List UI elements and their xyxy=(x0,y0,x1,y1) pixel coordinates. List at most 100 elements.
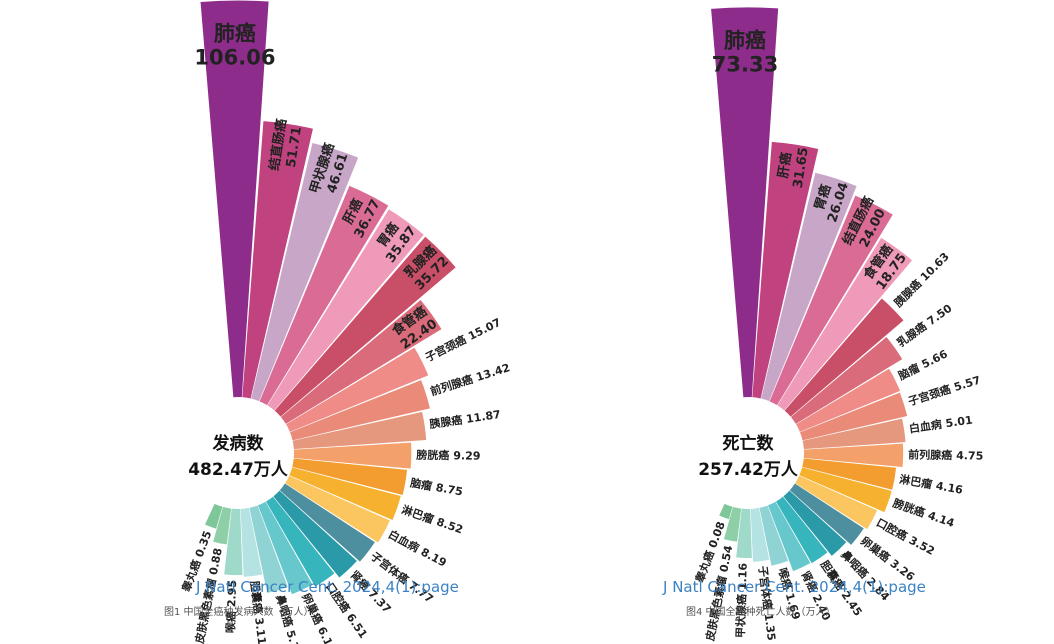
bar-前列腺癌 xyxy=(290,380,430,441)
category-label-鼻咽癌: 鼻咽癌5.10 xyxy=(273,593,304,644)
value-label-膀胱癌: 4.14 xyxy=(926,509,956,530)
value-label-胰腺癌: 11.87 xyxy=(465,408,501,426)
figure-caption-right: 图4 中国全癌种死亡人数（万人） xyxy=(686,607,836,618)
bar-肾癌 xyxy=(767,501,811,572)
category-label-淋巴瘤: 淋巴瘤 4.16 xyxy=(898,472,964,497)
value-label-前列腺癌: 4.75 xyxy=(956,449,983,462)
bar-卵巢癌 xyxy=(257,501,313,595)
value-label-甲状腺癌: 1.16 xyxy=(736,562,750,590)
bar-鼻咽癌 xyxy=(249,505,288,593)
bar-子宫颈癌 xyxy=(800,392,908,441)
value-label-白血病: 8.19 xyxy=(419,545,449,569)
value-label-肺癌: 106.06 xyxy=(194,46,275,70)
center-title: 死亡数 xyxy=(723,433,775,454)
category-label-淋巴瘤: 淋巴瘤8.52 xyxy=(400,502,465,536)
citation-left: J Natl Cancer Cent. 2024,4(1):page xyxy=(196,578,459,596)
value-label-子宫体癌: 1.35 xyxy=(762,613,778,642)
category-label-膀胱癌: 膀胱癌4.14 xyxy=(890,495,956,530)
figure-caption-left: 图1 中国全癌种发病人数（万人） xyxy=(164,607,314,618)
center-value: 482.47万人 xyxy=(188,460,289,480)
bar-白血病 xyxy=(285,475,390,543)
category-label-乳腺癌: 乳腺癌7.50 xyxy=(894,301,955,350)
bar-淋巴瘤 xyxy=(802,458,897,490)
bar-鼻咽癌 xyxy=(783,490,847,556)
bar-乳腺癌 xyxy=(790,336,903,424)
bar-食管癌 xyxy=(280,299,442,424)
bar-前列腺癌 xyxy=(803,443,904,468)
category-label-脑瘤: 脑瘤 8.75 xyxy=(409,475,464,498)
category-label-子宫颈癌: 子宫颈癌5.57 xyxy=(906,373,982,409)
value-label-子宫颈癌: 5.57 xyxy=(952,374,982,395)
bar-食管癌 xyxy=(777,237,912,411)
bar-淋巴瘤 xyxy=(289,467,401,520)
category-label-前列腺癌: 前列腺癌13.42 xyxy=(428,360,511,398)
value-label-肺癌: 73.33 xyxy=(712,52,778,76)
value-label-皮肤黑色素瘤: 0.54 xyxy=(717,544,735,574)
bar-胰腺癌 xyxy=(784,298,904,417)
value-label-乳腺癌: 7.50 xyxy=(925,302,955,329)
bar-胰腺癌 xyxy=(292,411,427,450)
value-label-脑瘤: 8.75 xyxy=(435,481,464,499)
value-label-口腔癌: 6.51 xyxy=(344,611,370,641)
bar-肺癌 xyxy=(200,0,269,398)
category-label-前列腺癌: 前列腺癌 4.75 xyxy=(908,447,983,462)
category-label-白血病: 白血病 5.01 xyxy=(908,412,973,435)
category-label-肝癌: 肝癌 xyxy=(775,151,795,179)
value-label-皮肤黑色素瘤: 0.88 xyxy=(207,547,225,576)
bar-口腔癌 xyxy=(795,475,878,530)
bar-睾丸癌 xyxy=(205,503,223,529)
bar-睾丸癌 xyxy=(719,503,733,520)
bar-胆囊癌 xyxy=(240,507,263,577)
bar-肝癌 xyxy=(259,185,389,406)
bar-皮肤黑色素瘤 xyxy=(723,506,742,542)
value-label-卵巢癌: 6.11 xyxy=(315,625,338,644)
bar-甲状腺癌 xyxy=(251,142,359,402)
bar-膀胱癌 xyxy=(293,442,412,469)
bar-卵巢癌 xyxy=(789,483,864,545)
value-label-喉癌: 2.95 xyxy=(225,580,239,608)
bar-白血病 xyxy=(802,418,906,450)
bar-膀胱癌 xyxy=(799,467,892,513)
bar-甲状腺癌 xyxy=(736,508,752,559)
bar-肺癌 xyxy=(711,7,779,398)
bar-喉癌 xyxy=(759,505,789,566)
center-value: 257.42万人 xyxy=(698,460,799,480)
bar-肾癌 xyxy=(273,490,357,578)
value-label-前列腺癌: 13.42 xyxy=(475,361,512,384)
bar-子宫体癌 xyxy=(279,483,375,562)
value-label-白血病: 5.01 xyxy=(945,413,974,430)
value-label-鼻咽癌: 5.10 xyxy=(283,629,303,644)
bar-喉癌 xyxy=(224,508,243,576)
bar-胃癌 xyxy=(761,172,857,402)
bar-皮肤黑色素瘤 xyxy=(213,506,232,545)
bar-胆囊癌 xyxy=(776,496,828,564)
value-label-胆囊癌: 3.11 xyxy=(252,617,268,644)
bar-子宫体癌 xyxy=(750,507,770,562)
value-label-结直肠癌: 51.71 xyxy=(284,126,305,169)
bar-肝癌 xyxy=(752,141,819,399)
value-label-膀胱癌: 9.29 xyxy=(453,449,480,462)
category-label-膀胱癌: 膀胱癌 9.29 xyxy=(415,448,480,463)
category-label-喉癌: 喉癌2.95 xyxy=(223,580,239,634)
bar-口腔癌 xyxy=(266,496,335,587)
citation-right: J Natl Cancer Cent. 2024,4(1):page xyxy=(663,578,926,596)
category-label-肺癌: 肺癌 xyxy=(214,22,256,46)
category-label-胃癌: 胃癌 xyxy=(811,183,834,213)
category-label-甲状腺癌: 甲状腺癌1.16 xyxy=(733,562,750,638)
value-label-脑瘤: 5.66 xyxy=(920,347,950,371)
bar-结直肠癌 xyxy=(769,195,893,406)
bar-脑瘤 xyxy=(796,368,901,432)
value-label-淋巴瘤: 8.52 xyxy=(435,515,465,536)
bar-乳腺癌 xyxy=(274,236,456,417)
value-label-淋巴瘤: 4.16 xyxy=(935,479,964,497)
bar-结直肠癌 xyxy=(242,121,313,399)
category-label-结直肠癌: 结直肠癌 xyxy=(266,118,290,172)
value-label-口腔癌: 3.52 xyxy=(907,534,937,558)
value-label-肝癌: 31.65 xyxy=(791,146,812,189)
bar-胃癌 xyxy=(267,209,424,411)
bar-脑瘤 xyxy=(292,458,408,496)
bar-子宫颈癌 xyxy=(286,347,429,432)
category-label-脑瘤: 脑瘤5.66 xyxy=(896,346,950,382)
value-label-胰腺癌: 10.63 xyxy=(918,250,952,284)
